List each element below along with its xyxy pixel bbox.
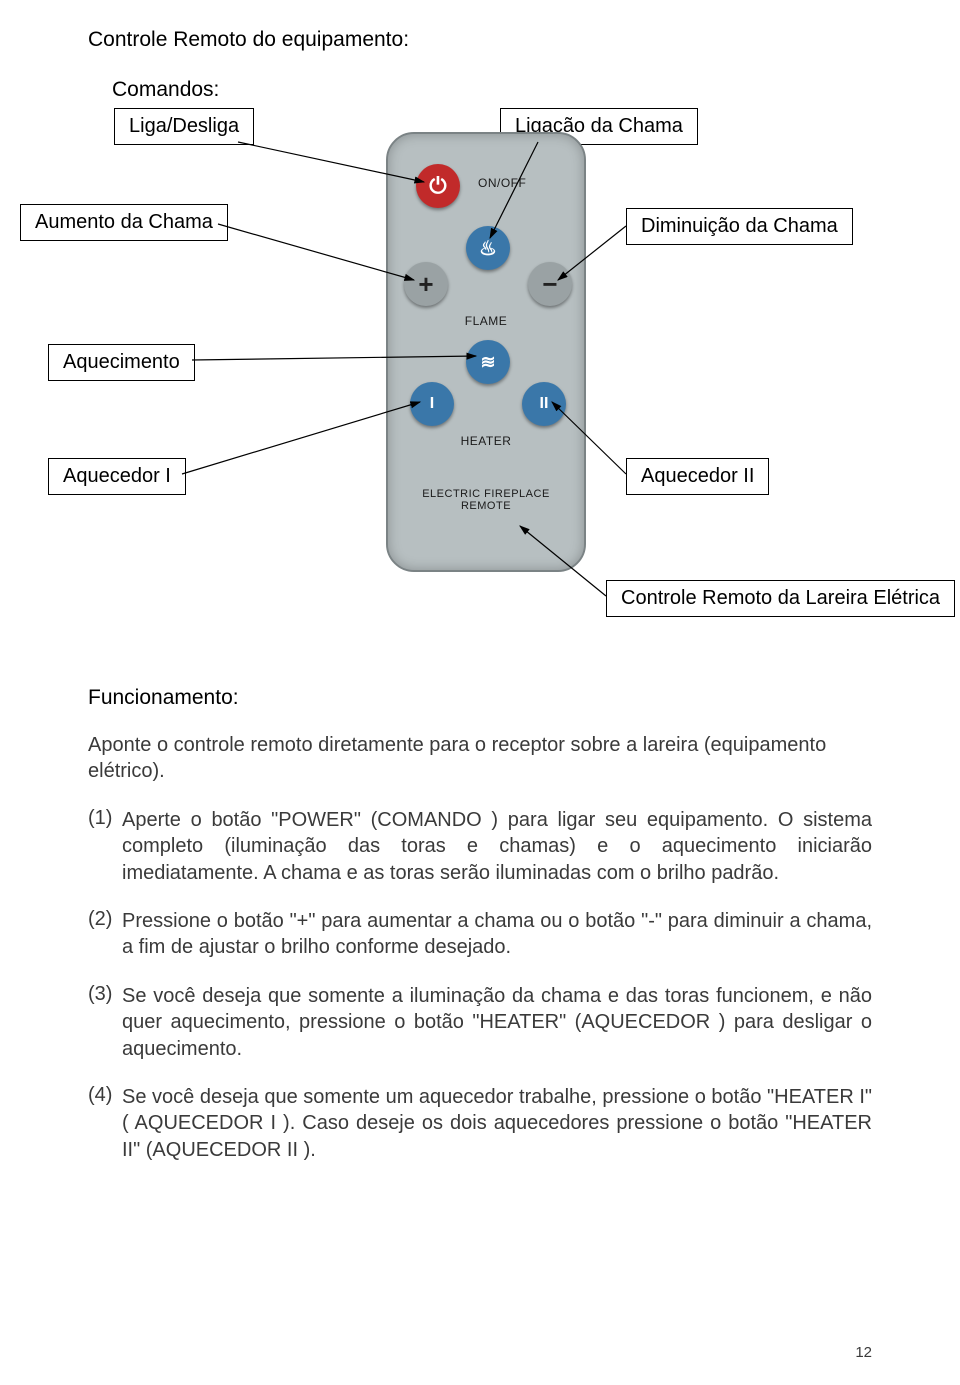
list-body: Aperte o botão "POWER" (COMANDO ) para l… (122, 807, 872, 886)
label-heater: HEATER (388, 434, 584, 448)
heater-icon: ≋ (466, 340, 510, 384)
label-liga-desliga: Liga/Desliga (114, 108, 254, 145)
list-num: (1) (88, 807, 122, 886)
label-onoff: ON/OFF (478, 176, 526, 190)
label-controle-remoto: Controle Remoto da Lareira Elétrica (606, 580, 955, 617)
list-num: (4) (88, 1084, 122, 1163)
subtitle: Comandos: (112, 78, 872, 102)
intro-paragraph: Aponte o controle remoto diretamente par… (88, 732, 872, 785)
label-aquecimento: Aquecimento (48, 344, 195, 381)
list-item-3: (3) Se você deseja que somente a ilumina… (88, 983, 872, 1062)
heater-i-icon: I (410, 382, 454, 426)
label-remote-footer: ELECTRIC FIREPLACE REMOTE (388, 488, 584, 512)
label-aquecedor-i: Aquecedor I (48, 458, 186, 495)
page-number: 12 (855, 1344, 872, 1361)
funcionamento-heading: Funcionamento: (88, 686, 872, 710)
list-item-4: (4) Se você deseja que somente um aquece… (88, 1084, 872, 1163)
list-body: Se você deseja que somente um aquecedor … (122, 1084, 872, 1163)
list-body: Pressione o botão "+" para aumentar a ch… (122, 908, 872, 961)
page-title: Controle Remoto do equipamento: (88, 28, 872, 52)
list-num: (2) (88, 908, 122, 961)
list-body: Se você deseja que somente a iluminação … (122, 983, 872, 1062)
plus-icon: + (404, 262, 448, 306)
list-item-2: (2) Pressione o botão "+" para aumentar … (88, 908, 872, 961)
label-aquecedor-ii: Aquecedor II (626, 458, 769, 495)
label-aumento-chama: Aumento da Chama (20, 204, 228, 241)
minus-icon: − (528, 262, 572, 306)
label-diminuicao-chama: Diminuição da Chama (626, 208, 853, 245)
flame-icon: ♨ (466, 226, 510, 270)
diagram-area: Liga/Desliga Ligação da Chama Aumento da… (88, 112, 872, 672)
label-flame: FLAME (388, 314, 584, 328)
heater-ii-icon: II (522, 382, 566, 426)
list-item-1: (1) Aperte o botão "POWER" (COMANDO ) pa… (88, 807, 872, 886)
remote-control: ⏻ ON/OFF ♨ + − FLAME ≋ I II HEATER ELECT… (386, 132, 586, 572)
power-icon: ⏻ (416, 164, 460, 208)
list-num: (3) (88, 983, 122, 1062)
